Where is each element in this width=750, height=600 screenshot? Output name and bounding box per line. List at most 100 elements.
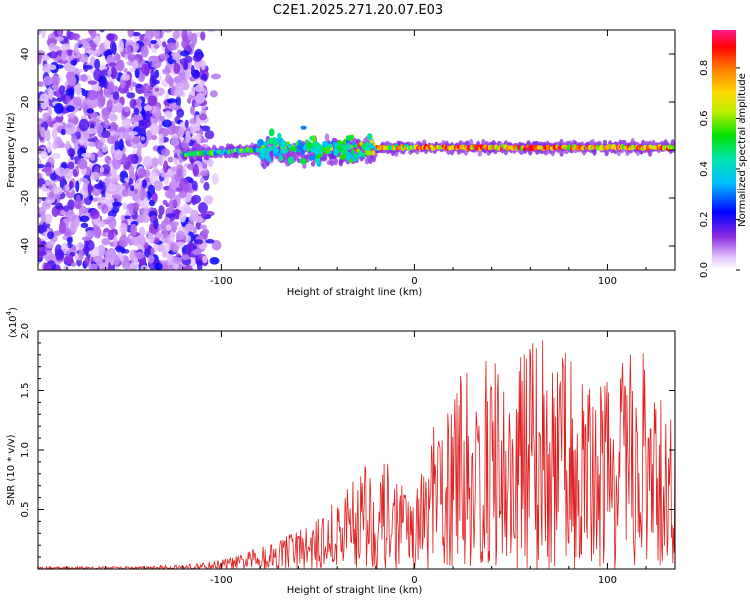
signal-core-cell xyxy=(353,143,358,149)
noise-cell xyxy=(38,197,42,205)
noise-cell xyxy=(202,228,210,236)
noise-cell xyxy=(154,87,160,92)
noise-cell xyxy=(166,253,175,266)
signal-core-cell xyxy=(362,152,366,158)
noise-cell xyxy=(68,180,74,189)
noise-cell xyxy=(188,215,198,222)
noise-cell xyxy=(201,73,208,81)
noise-cell xyxy=(121,188,130,197)
noise-cell xyxy=(77,158,88,170)
noise-cell xyxy=(178,127,185,138)
noise-cell xyxy=(118,138,124,152)
disturbance-cell xyxy=(313,146,321,155)
colorbar: 0.0 0.2 0.4 0.6 0.8 Normalized spectral ampl… xyxy=(699,30,748,278)
disturbance-cell xyxy=(311,135,316,142)
noise-cell xyxy=(140,45,149,58)
colorbar-tick-label: 0.4 xyxy=(699,161,710,177)
disturbance-cell xyxy=(324,146,330,155)
noise-cell xyxy=(83,64,93,70)
noise-cell xyxy=(192,163,199,177)
noise-cell xyxy=(179,79,190,91)
noise-cell xyxy=(87,128,98,135)
noise-cell xyxy=(109,40,116,52)
noise-cell xyxy=(133,115,144,121)
noise-cell xyxy=(131,202,140,212)
noise-cell xyxy=(45,166,52,177)
noise-cell xyxy=(98,82,107,88)
noise-cell xyxy=(110,66,117,80)
noise-cell xyxy=(104,249,116,262)
noise-cell xyxy=(189,44,196,49)
disturbance-cell xyxy=(321,140,329,149)
noise-cell xyxy=(185,71,191,80)
y-tick-label: 2.0 xyxy=(20,323,31,339)
noise-cell xyxy=(54,249,65,261)
noise-cell xyxy=(114,139,120,153)
noise-cell xyxy=(101,237,111,246)
noise-cell xyxy=(162,41,167,48)
noise-cell xyxy=(173,87,184,98)
noise-cell xyxy=(46,243,54,249)
noise-cell xyxy=(57,30,63,36)
colorbar-gradient xyxy=(712,30,736,270)
noise-cell xyxy=(183,60,189,71)
noise-cell xyxy=(131,81,137,87)
noise-cell xyxy=(108,62,118,67)
noise-cell xyxy=(147,232,155,244)
noise-cell xyxy=(51,152,61,160)
y-tick-label: 1.5 xyxy=(20,383,31,399)
noise-cell xyxy=(159,53,170,60)
noise-cell xyxy=(204,130,215,140)
noise-cell xyxy=(44,213,53,225)
disturbance-cell xyxy=(300,125,307,130)
noise-cell xyxy=(194,102,200,108)
noise-cell xyxy=(81,236,92,241)
noise-cell xyxy=(170,137,179,147)
noise-cell xyxy=(66,67,75,73)
noise-cell xyxy=(170,166,178,172)
noise-cell xyxy=(53,102,64,115)
noise-cell xyxy=(133,188,139,194)
noise-cell xyxy=(72,33,80,41)
noise-cell xyxy=(185,243,193,256)
noise-cell xyxy=(88,141,96,147)
colorbar-tick-label: 0.2 xyxy=(699,212,710,228)
noise-cell xyxy=(129,261,138,270)
colorbar-tick-label: 0.6 xyxy=(699,110,710,126)
noise-cell xyxy=(172,30,180,40)
noise-cell xyxy=(211,173,219,185)
snr-x-label: Height of straight line (km) xyxy=(287,585,423,596)
noise-cell xyxy=(38,225,48,233)
noise-cell xyxy=(203,181,210,191)
noise-cell xyxy=(97,244,106,257)
noise-cell xyxy=(47,231,55,240)
noise-cell xyxy=(150,157,160,167)
noise-cell xyxy=(156,243,165,253)
disturbance-cell xyxy=(289,146,298,152)
noise-cell xyxy=(174,241,186,246)
noise-cell xyxy=(89,194,94,201)
noise-cell xyxy=(149,171,158,185)
noise-cell xyxy=(150,215,156,221)
noise-cell xyxy=(203,195,214,205)
noise-cell xyxy=(90,111,98,121)
noise-cell xyxy=(101,130,111,139)
noise-cell xyxy=(101,110,110,121)
noise-cell xyxy=(75,194,81,207)
noise-cell xyxy=(101,143,108,153)
noise-cell xyxy=(108,216,117,230)
noise-cell xyxy=(141,210,151,223)
noise-cell xyxy=(124,215,131,220)
colorbar-label: Normalized spectral amplitude xyxy=(737,73,748,227)
noise-cell xyxy=(202,255,208,264)
noise-cell xyxy=(42,76,54,86)
noise-cell xyxy=(128,164,135,177)
noise-cell xyxy=(78,139,85,144)
noise-cell xyxy=(61,49,68,62)
disturbance-cell xyxy=(272,147,280,154)
noise-cell xyxy=(145,110,151,123)
noise-cell xyxy=(85,230,95,238)
spectrogram-panel: -100 0 100 -40 -20 0 20 40 Height of straight … xyxy=(6,29,676,298)
signal-halo-cell xyxy=(324,133,330,142)
